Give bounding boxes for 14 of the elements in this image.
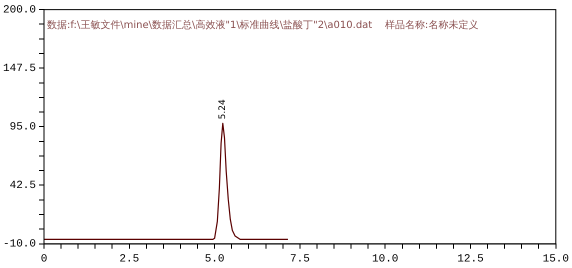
x-tick-label: 2.5: [119, 253, 140, 266]
y-tick-label: 200.0: [2, 4, 36, 17]
annotation: 5.24: [218, 99, 228, 120]
y-tick-label: 42.5: [10, 180, 36, 192]
annotation: 数据:f:\王敏文件\mine\数据汇总\高效液"1\标准曲线\盐酸丁"2\a010.dat 样品名称:名称未定义: [47, 19, 478, 32]
x-tick-label: 5.0: [204, 253, 225, 266]
y-tick-label: -10.0: [2, 238, 36, 251]
y-tick-label: 95.0: [10, 122, 36, 134]
x-tick-label: 7.5: [290, 253, 310, 266]
x-tick-label: 10.0: [372, 253, 398, 266]
x-tick-label: 15.0: [542, 253, 569, 266]
x-tick-label: 12.5: [457, 253, 484, 266]
y-tick-label: 147.5: [2, 63, 36, 76]
x-tick-label: 0: [40, 253, 48, 266]
